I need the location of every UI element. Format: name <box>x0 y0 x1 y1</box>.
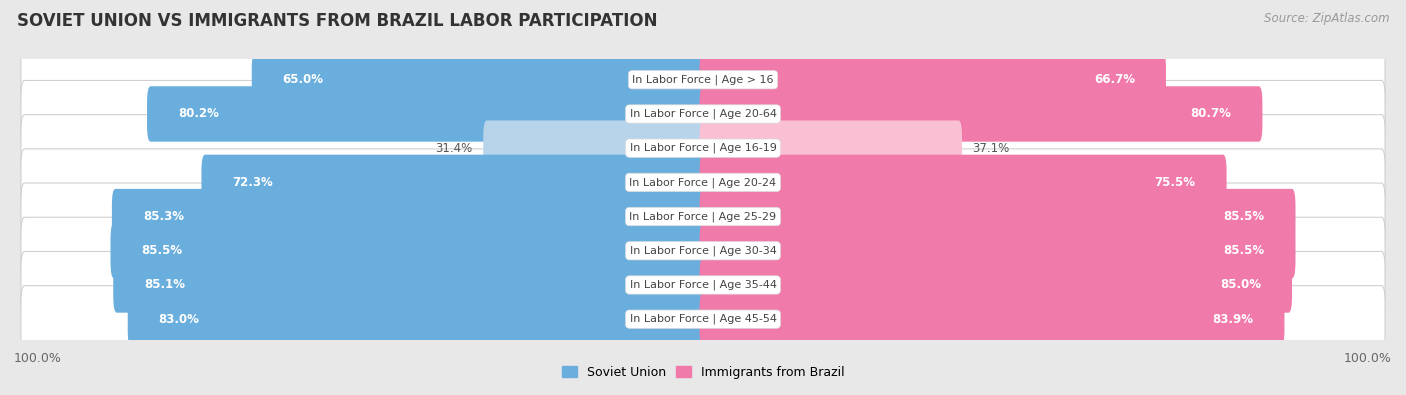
Text: In Labor Force | Age 16-19: In Labor Force | Age 16-19 <box>630 143 776 153</box>
Text: 80.7%: 80.7% <box>1191 107 1232 120</box>
FancyBboxPatch shape <box>21 286 1385 353</box>
FancyBboxPatch shape <box>21 217 1385 284</box>
Text: 83.9%: 83.9% <box>1212 313 1254 326</box>
Text: 72.3%: 72.3% <box>232 176 273 189</box>
Text: In Labor Force | Age 45-54: In Labor Force | Age 45-54 <box>630 314 776 324</box>
Text: 85.3%: 85.3% <box>143 210 184 223</box>
FancyBboxPatch shape <box>700 292 1285 347</box>
FancyBboxPatch shape <box>700 52 1166 107</box>
FancyBboxPatch shape <box>114 257 706 313</box>
FancyBboxPatch shape <box>700 223 1295 278</box>
FancyBboxPatch shape <box>21 115 1385 182</box>
FancyBboxPatch shape <box>21 183 1385 250</box>
Text: In Labor Force | Age 30-34: In Labor Force | Age 30-34 <box>630 246 776 256</box>
Text: 85.1%: 85.1% <box>145 278 186 292</box>
Text: Source: ZipAtlas.com: Source: ZipAtlas.com <box>1264 12 1389 25</box>
Text: 100.0%: 100.0% <box>1344 352 1392 365</box>
FancyBboxPatch shape <box>21 81 1385 147</box>
Text: 85.0%: 85.0% <box>1220 278 1261 292</box>
FancyBboxPatch shape <box>21 46 1385 113</box>
Text: 85.5%: 85.5% <box>1223 210 1264 223</box>
Text: 31.4%: 31.4% <box>436 142 472 155</box>
Text: In Labor Force | Age 35-44: In Labor Force | Age 35-44 <box>630 280 776 290</box>
FancyBboxPatch shape <box>700 86 1263 142</box>
FancyBboxPatch shape <box>201 155 706 210</box>
FancyBboxPatch shape <box>252 52 706 107</box>
Text: In Labor Force | Age > 16: In Labor Force | Age > 16 <box>633 75 773 85</box>
FancyBboxPatch shape <box>700 189 1295 244</box>
Text: 66.7%: 66.7% <box>1094 73 1135 86</box>
FancyBboxPatch shape <box>21 252 1385 318</box>
Text: In Labor Force | Age 20-24: In Labor Force | Age 20-24 <box>630 177 776 188</box>
FancyBboxPatch shape <box>128 292 706 347</box>
Text: 100.0%: 100.0% <box>14 352 62 365</box>
FancyBboxPatch shape <box>21 149 1385 216</box>
Text: 80.2%: 80.2% <box>179 107 219 120</box>
Text: SOVIET UNION VS IMMIGRANTS FROM BRAZIL LABOR PARTICIPATION: SOVIET UNION VS IMMIGRANTS FROM BRAZIL L… <box>17 12 658 30</box>
FancyBboxPatch shape <box>111 223 706 278</box>
Text: 85.5%: 85.5% <box>142 244 183 257</box>
FancyBboxPatch shape <box>700 155 1226 210</box>
FancyBboxPatch shape <box>112 189 706 244</box>
Text: 85.5%: 85.5% <box>1223 244 1264 257</box>
Text: 37.1%: 37.1% <box>973 142 1010 155</box>
FancyBboxPatch shape <box>484 120 706 176</box>
Text: 75.5%: 75.5% <box>1154 176 1195 189</box>
FancyBboxPatch shape <box>700 257 1292 313</box>
Legend: Soviet Union, Immigrants from Brazil: Soviet Union, Immigrants from Brazil <box>557 361 849 384</box>
Text: 83.0%: 83.0% <box>159 313 200 326</box>
Text: In Labor Force | Age 25-29: In Labor Force | Age 25-29 <box>630 211 776 222</box>
Text: 65.0%: 65.0% <box>283 73 323 86</box>
FancyBboxPatch shape <box>148 86 706 142</box>
Text: In Labor Force | Age 20-64: In Labor Force | Age 20-64 <box>630 109 776 119</box>
FancyBboxPatch shape <box>700 120 962 176</box>
